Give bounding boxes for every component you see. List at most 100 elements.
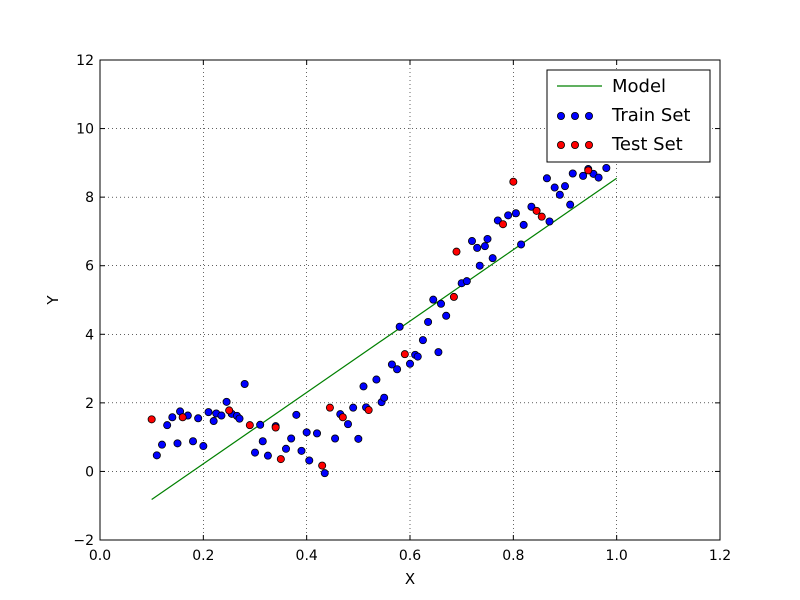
train-set-point — [413, 352, 422, 361]
test-set-point — [584, 166, 593, 175]
train-set-point — [297, 446, 306, 455]
train-set-point — [395, 322, 404, 331]
x-tick-label: 1.0 — [606, 548, 628, 564]
train-set-point — [550, 183, 559, 192]
train-set-point — [475, 261, 484, 270]
train-set-point — [434, 348, 443, 357]
test-set-point — [509, 177, 518, 186]
train-set-point — [343, 420, 352, 429]
train-set-point — [354, 434, 363, 443]
train-set-point — [209, 417, 218, 426]
train-set-point — [258, 437, 267, 446]
y-tick-label: −2 — [73, 533, 94, 549]
train-set-point — [405, 359, 414, 368]
legend-marker-swatch — [557, 112, 566, 121]
axis-tick-labels: 0.0 0.2 0.4 0.6 0.8 1.0 1.2 −2 0 2 4 6 8 10 12 — [73, 53, 731, 564]
train-set-point — [235, 414, 244, 423]
test-set-point — [338, 413, 347, 422]
train-set-point — [320, 469, 329, 478]
legend: Model Train Set Test Set — [546, 69, 711, 163]
train-set-point — [349, 403, 358, 412]
train-set-point — [256, 420, 265, 429]
x-tick-label: 0.4 — [296, 548, 318, 564]
test-set-point — [325, 403, 334, 412]
train-set-point — [511, 209, 520, 218]
y-tick-label: 6 — [85, 259, 94, 275]
train-set-point — [488, 254, 497, 263]
train-set-point — [173, 439, 182, 448]
data-series — [147, 163, 618, 501]
train-set-point — [467, 237, 476, 246]
train-set-point — [240, 379, 249, 388]
model-line — [151, 177, 618, 501]
train-set-point — [393, 365, 402, 374]
train-set-point — [418, 336, 427, 345]
train-set-point — [204, 408, 213, 417]
test-set-point — [225, 406, 234, 415]
train-set-point — [566, 200, 575, 209]
train-set-point — [250, 448, 259, 457]
test-set-point — [276, 455, 285, 464]
train-set-point — [287, 434, 296, 443]
train-set-point — [436, 299, 445, 308]
train-set-point — [380, 393, 389, 402]
y-tick-label: 0 — [85, 464, 94, 480]
train-set-point — [561, 182, 570, 191]
test-set-point — [245, 421, 254, 430]
y-tick-label: 12 — [76, 53, 94, 69]
axis-ticks — [99, 59, 721, 541]
train-set-point — [602, 163, 611, 172]
train-set-point — [387, 360, 396, 369]
train-set-point — [152, 451, 161, 460]
legend-label: Test Set — [611, 134, 683, 155]
train-set-point — [199, 442, 208, 451]
test-set-point — [318, 461, 327, 470]
test-set-point — [449, 292, 458, 301]
train-set-point — [542, 174, 551, 183]
train-set-point — [302, 428, 311, 437]
test-set-point — [498, 220, 507, 229]
train-set-point — [359, 382, 368, 391]
x-tick-label: 0.8 — [502, 548, 524, 564]
legend-entry-model: Model — [557, 76, 666, 97]
train-set-point — [527, 202, 536, 211]
y-tick-label: 4 — [85, 327, 94, 343]
train-set-point — [579, 171, 588, 180]
train-set-point — [504, 211, 513, 220]
legend-marker-swatch — [557, 140, 566, 149]
y-axis-label: Y — [44, 295, 62, 306]
legend-marker-swatch — [585, 140, 594, 149]
train-set-point — [163, 421, 172, 430]
train-set-point — [545, 217, 554, 226]
y-tick-label: 2 — [85, 396, 94, 412]
train-set-point — [263, 451, 272, 460]
train-set-point — [168, 413, 177, 422]
x-axis-label: X — [405, 570, 415, 588]
train-set-point — [519, 220, 528, 229]
train-set-point — [429, 295, 438, 304]
x-tick-label: 0.0 — [89, 548, 111, 564]
y-tick-label: 10 — [76, 122, 94, 138]
test-set-point — [400, 350, 409, 359]
train-set-point — [312, 429, 321, 438]
train-set-point — [480, 242, 489, 251]
legend-label: Train Set — [611, 105, 690, 126]
train-set-point — [305, 456, 314, 465]
train-set-point — [281, 444, 290, 453]
x-tick-label: 1.2 — [709, 548, 731, 564]
test-set-point — [537, 212, 546, 221]
y-tick-label: 8 — [85, 190, 94, 206]
legend-marker-swatch — [585, 112, 594, 121]
train-set-point — [517, 240, 526, 249]
train-set-point — [157, 440, 166, 449]
train-set-point — [594, 173, 603, 182]
x-tick-label: 0.2 — [192, 548, 214, 564]
legend-marker-swatch — [571, 140, 580, 149]
legend-entry-train-set: Train Set — [557, 105, 690, 126]
test-set-point — [178, 413, 187, 422]
train-set-point — [292, 410, 301, 419]
test-set-point — [532, 206, 541, 215]
train-set-point — [222, 397, 231, 406]
